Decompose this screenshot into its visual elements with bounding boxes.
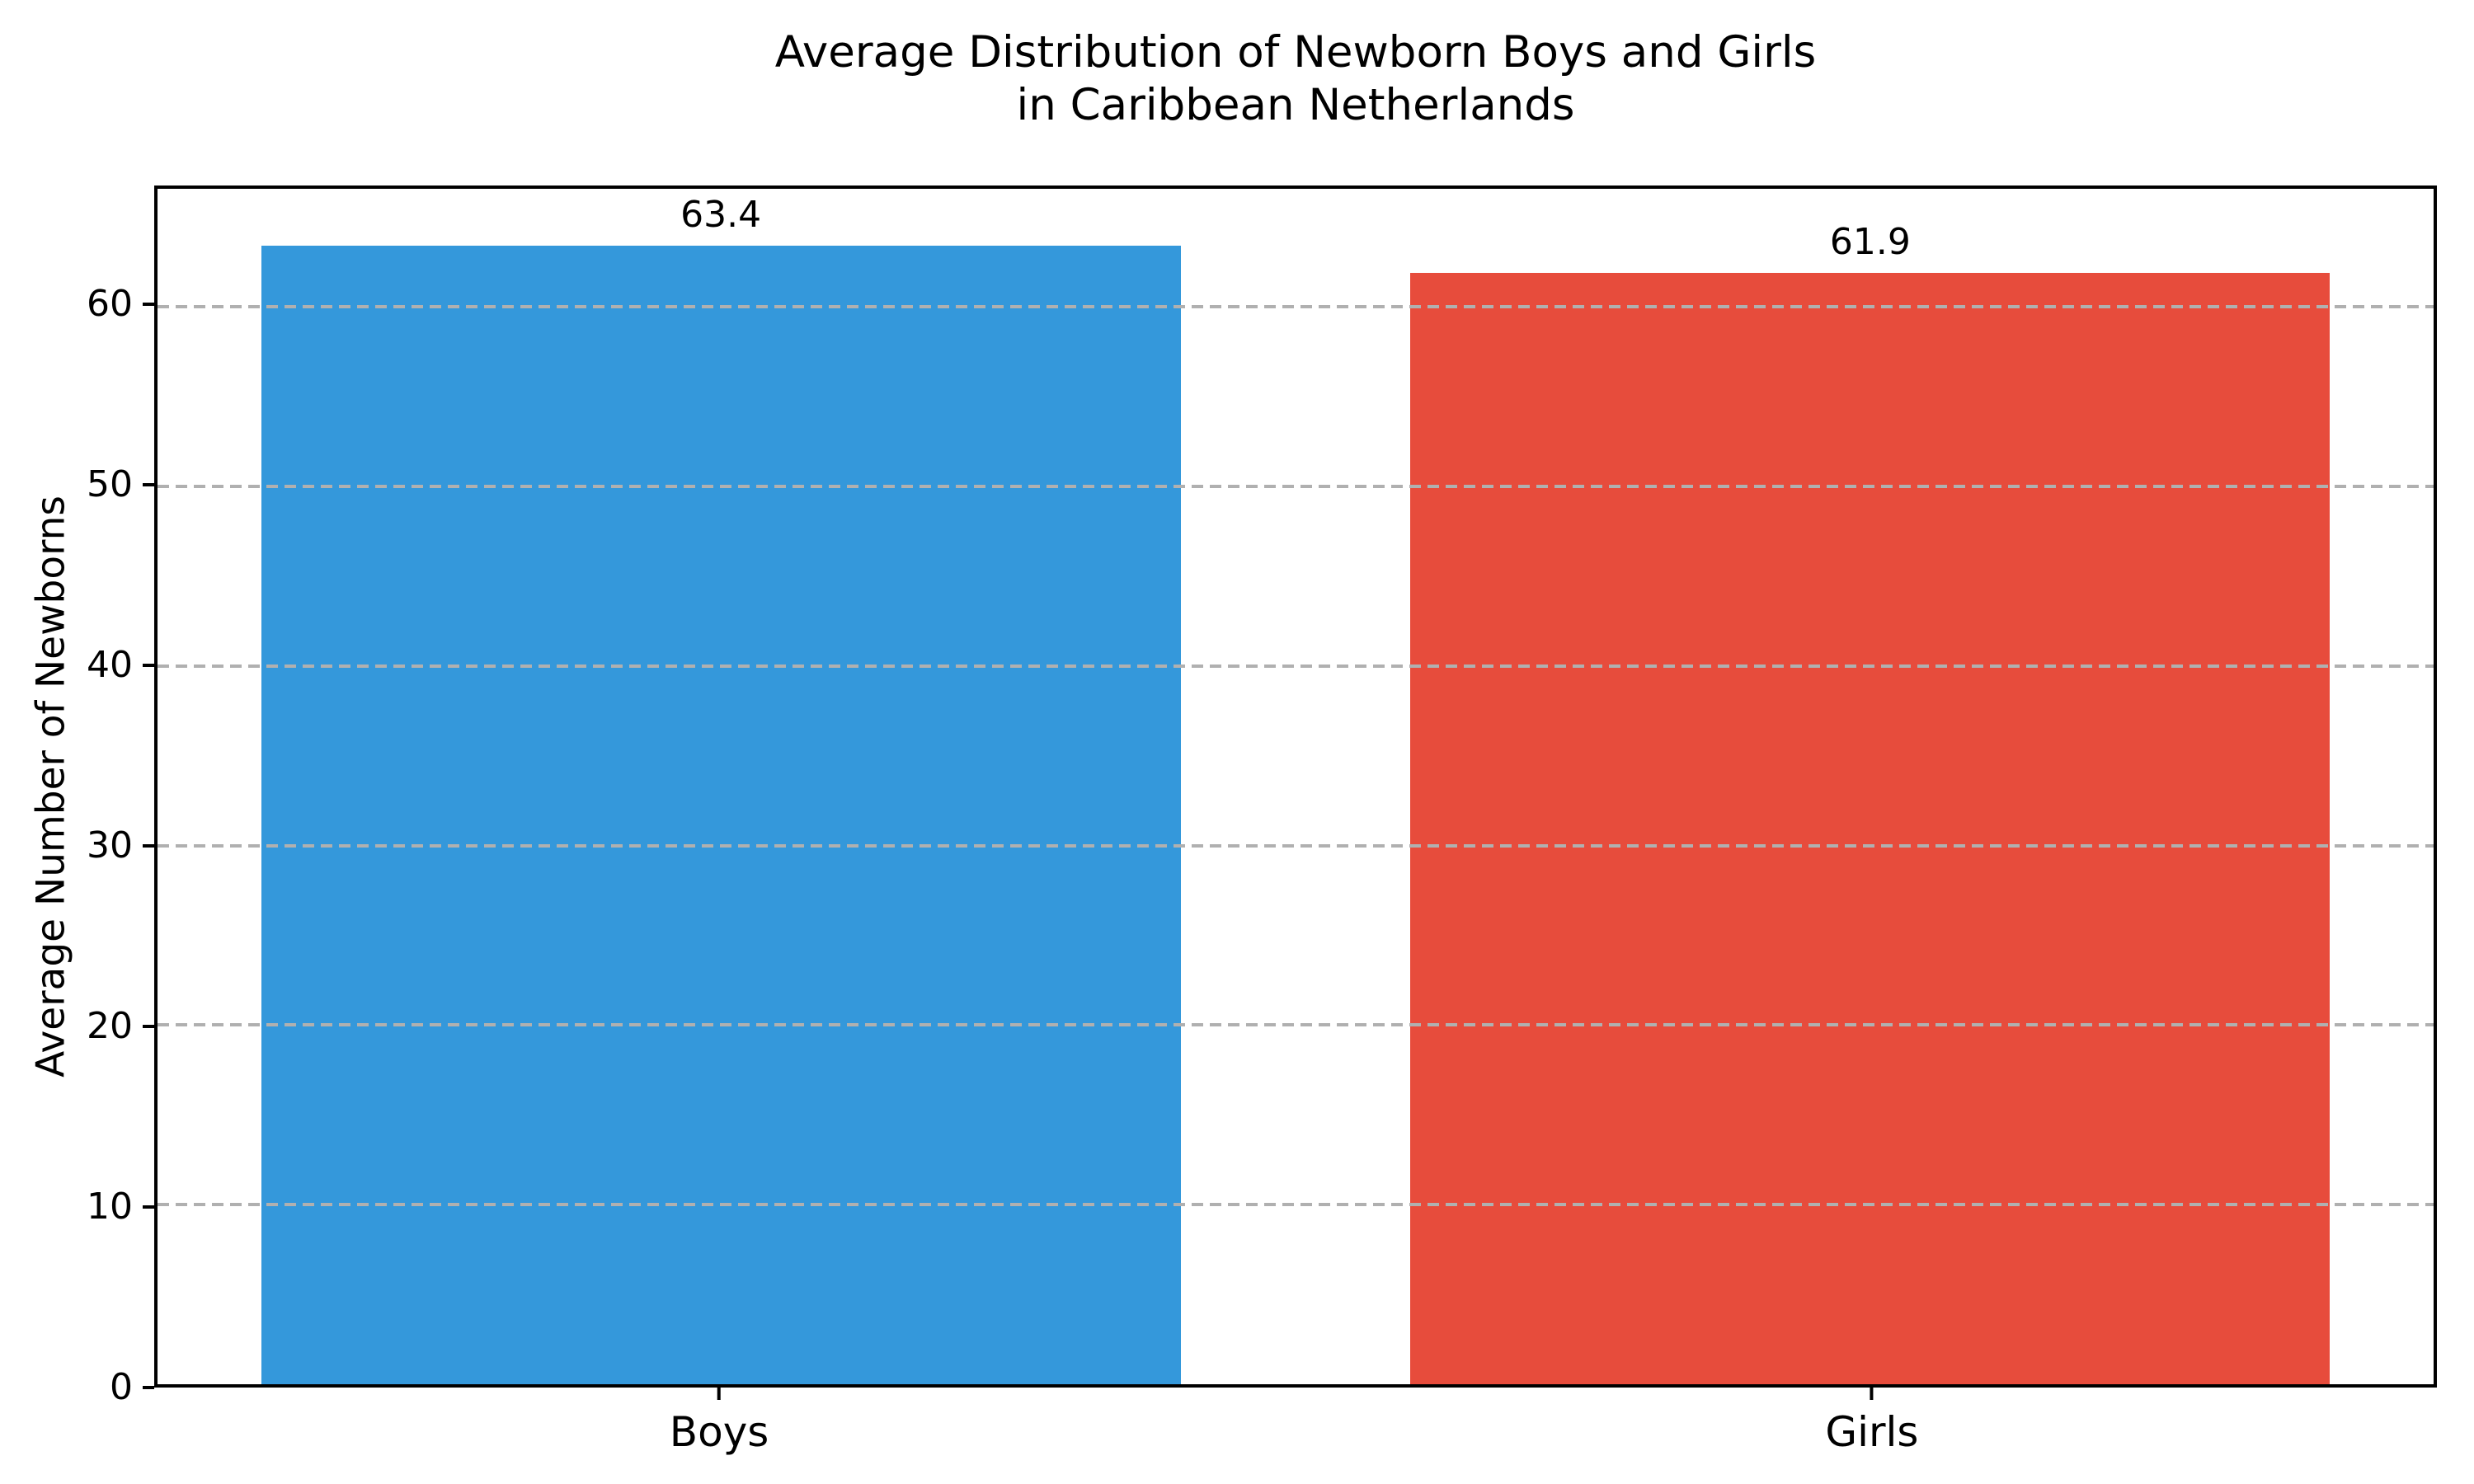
y-tick-label-50: 50 <box>87 463 133 505</box>
y-tick-mark-10 <box>143 1205 154 1209</box>
y-tick-label-30: 30 <box>87 824 133 866</box>
bar-value-label-boys: 63.4 <box>680 194 762 237</box>
y-tick-40: 40 <box>87 643 154 686</box>
y-tick-label-40: 40 <box>87 643 133 686</box>
x-tick-mark-boys <box>717 1388 722 1400</box>
y-tick-mark-40 <box>143 663 154 667</box>
y-axis: 0 10 20 30 40 50 60 <box>0 186 154 1406</box>
gridline-y-50 <box>158 484 2434 488</box>
gridline-y-20 <box>158 1023 2434 1027</box>
gridline-y-10 <box>158 1203 2434 1207</box>
x-axis: Boys Girls <box>154 1388 2437 1478</box>
y-tick-label-10: 10 <box>87 1185 133 1228</box>
bar-value-label-girls: 61.9 <box>1829 220 1911 263</box>
x-tick-mark-girls <box>1870 1388 1874 1400</box>
x-tick-boys: Boys <box>670 1388 769 1453</box>
y-tick-mark-30 <box>143 843 154 848</box>
y-tick-label-0: 0 <box>110 1366 133 1408</box>
y-tick-mark-20 <box>143 1024 154 1028</box>
gridline-y-40 <box>158 664 2434 668</box>
y-tick-label-20: 20 <box>87 1004 133 1047</box>
y-tick-60: 60 <box>87 282 154 325</box>
gridline-y-30 <box>158 843 2434 848</box>
y-tick-20: 20 <box>87 1004 154 1047</box>
y-tick-30: 30 <box>87 824 154 866</box>
y-tick-label-60: 60 <box>87 282 133 325</box>
y-tick-mark-60 <box>143 302 154 306</box>
chart-title: Average Distribution of Newborn Boys and… <box>774 27 1817 130</box>
plot-area: 63.4 61.9 <box>154 186 2437 1388</box>
y-tick-50: 50 <box>87 463 154 505</box>
x-tick-label-girls: Girls <box>1825 1408 1919 1456</box>
y-tick-10: 10 <box>87 1185 154 1228</box>
y-tick-mark-0 <box>143 1386 154 1389</box>
bar-boys <box>261 246 1181 1384</box>
y-tick-mark-50 <box>143 482 154 486</box>
gridline-y-60 <box>158 305 2434 309</box>
y-tick-0: 0 <box>110 1369 154 1406</box>
x-tick-girls: Girls <box>1825 1388 1918 1453</box>
x-tick-label-boys: Boys <box>669 1408 769 1456</box>
bar-girls <box>1410 272 2331 1384</box>
